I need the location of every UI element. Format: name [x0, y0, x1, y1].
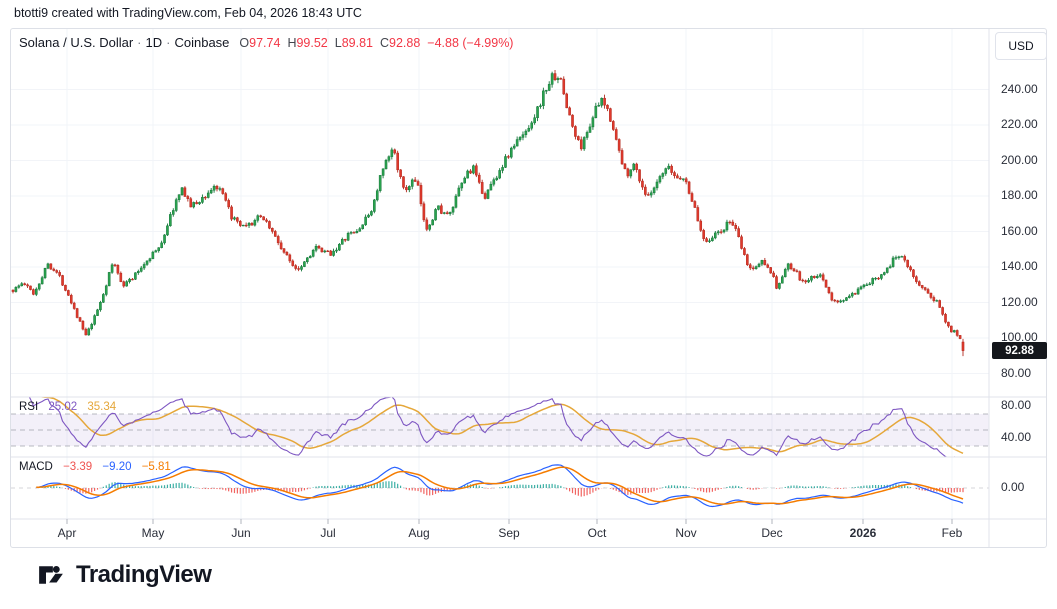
price-tick-label: 100.00 — [1001, 330, 1038, 344]
price-tick-label: 160.00 — [1001, 223, 1038, 238]
time-tick-label: Aug — [408, 526, 430, 540]
price-tick-label: 140.00 — [1001, 259, 1038, 273]
time-tick-label: Nov — [675, 526, 697, 540]
rsi-tick-label: 80.00 — [1001, 398, 1032, 412]
low-value: 89.81 — [341, 36, 373, 50]
price-tick-label: 240.00 — [1001, 81, 1038, 96]
ohlc-values: O97.74 H99.52 L89.81 C92.88 — [239, 36, 420, 50]
high-label: H — [287, 36, 297, 50]
legend-separator: · — [137, 35, 142, 50]
interval-label: 1D — [145, 35, 163, 50]
symbol-title: Solana / U.S. Dollar — [19, 35, 134, 50]
tradingview-logo[interactable]: TradingView — [36, 560, 212, 590]
macd-legend: MACD −3.39 −9.20 −5.81 — [19, 461, 171, 473]
macd-hist-value: −3.39 — [63, 461, 93, 473]
exchange-label: Coinbase — [174, 35, 230, 50]
time-tick-label: Apr — [57, 526, 77, 540]
rsi-title: RSI — [19, 401, 39, 413]
legend-separator: · — [166, 35, 171, 50]
macd-title: MACD — [19, 461, 53, 473]
rsi-ma-value: 35.34 — [87, 401, 117, 413]
chart-canvas[interactable] — [11, 29, 1046, 547]
macd-signal-value: −5.81 — [141, 461, 171, 473]
high-value: 99.52 — [296, 36, 328, 50]
last-price-badge: 92.88 — [992, 342, 1047, 360]
time-tick-label: Dec — [761, 526, 783, 540]
time-tick-label: Sep — [498, 526, 520, 540]
price-tick-label: 220.00 — [1001, 117, 1038, 131]
price-tick-label: 120.00 — [1001, 294, 1038, 309]
chart-widget: Solana / U.S. Dollar · 1D · Coinbase O97.74 H9… — [10, 28, 1047, 548]
attribution-text: btotti9 created with TradingView.com, Fe… — [14, 6, 362, 20]
tradingview-logo-text: TradingView — [76, 561, 212, 588]
close-label: C — [379, 36, 390, 50]
rsi-legend: RSI 25.02 35.34 — [19, 401, 116, 413]
open-value: 97.74 — [249, 36, 281, 50]
macd-line-value: −9.20 — [102, 461, 132, 473]
price-tick-label: 200.00 — [1001, 152, 1038, 167]
time-tick-label: Jun — [231, 526, 251, 540]
price-tick-label: 180.00 — [1001, 188, 1038, 202]
price-tick-label: 80.00 — [1001, 365, 1032, 380]
time-tick-label: Jul — [320, 526, 336, 540]
time-tick-label: 2026 — [849, 526, 877, 540]
time-tick-label: Feb — [941, 526, 963, 540]
close-value: 92.88 — [389, 36, 421, 50]
time-tick-label: May — [141, 526, 165, 540]
rsi-value: 25.02 — [48, 401, 78, 413]
tradingview-logo-icon — [39, 565, 63, 584]
low-label: L — [334, 36, 342, 50]
symbol-legend: Solana / U.S. Dollar · 1D · Coinbase O97.74 H9… — [19, 35, 513, 50]
currency-toggle-button[interactable]: USD — [995, 32, 1047, 60]
open-label: O — [239, 36, 250, 50]
change-value: −4.88 (−4.99%) — [427, 36, 514, 50]
rsi-tick-label: 40.00 — [1001, 430, 1032, 444]
macd-tick-label: 0.00 — [1001, 480, 1025, 494]
time-tick-label: Oct — [587, 526, 607, 540]
